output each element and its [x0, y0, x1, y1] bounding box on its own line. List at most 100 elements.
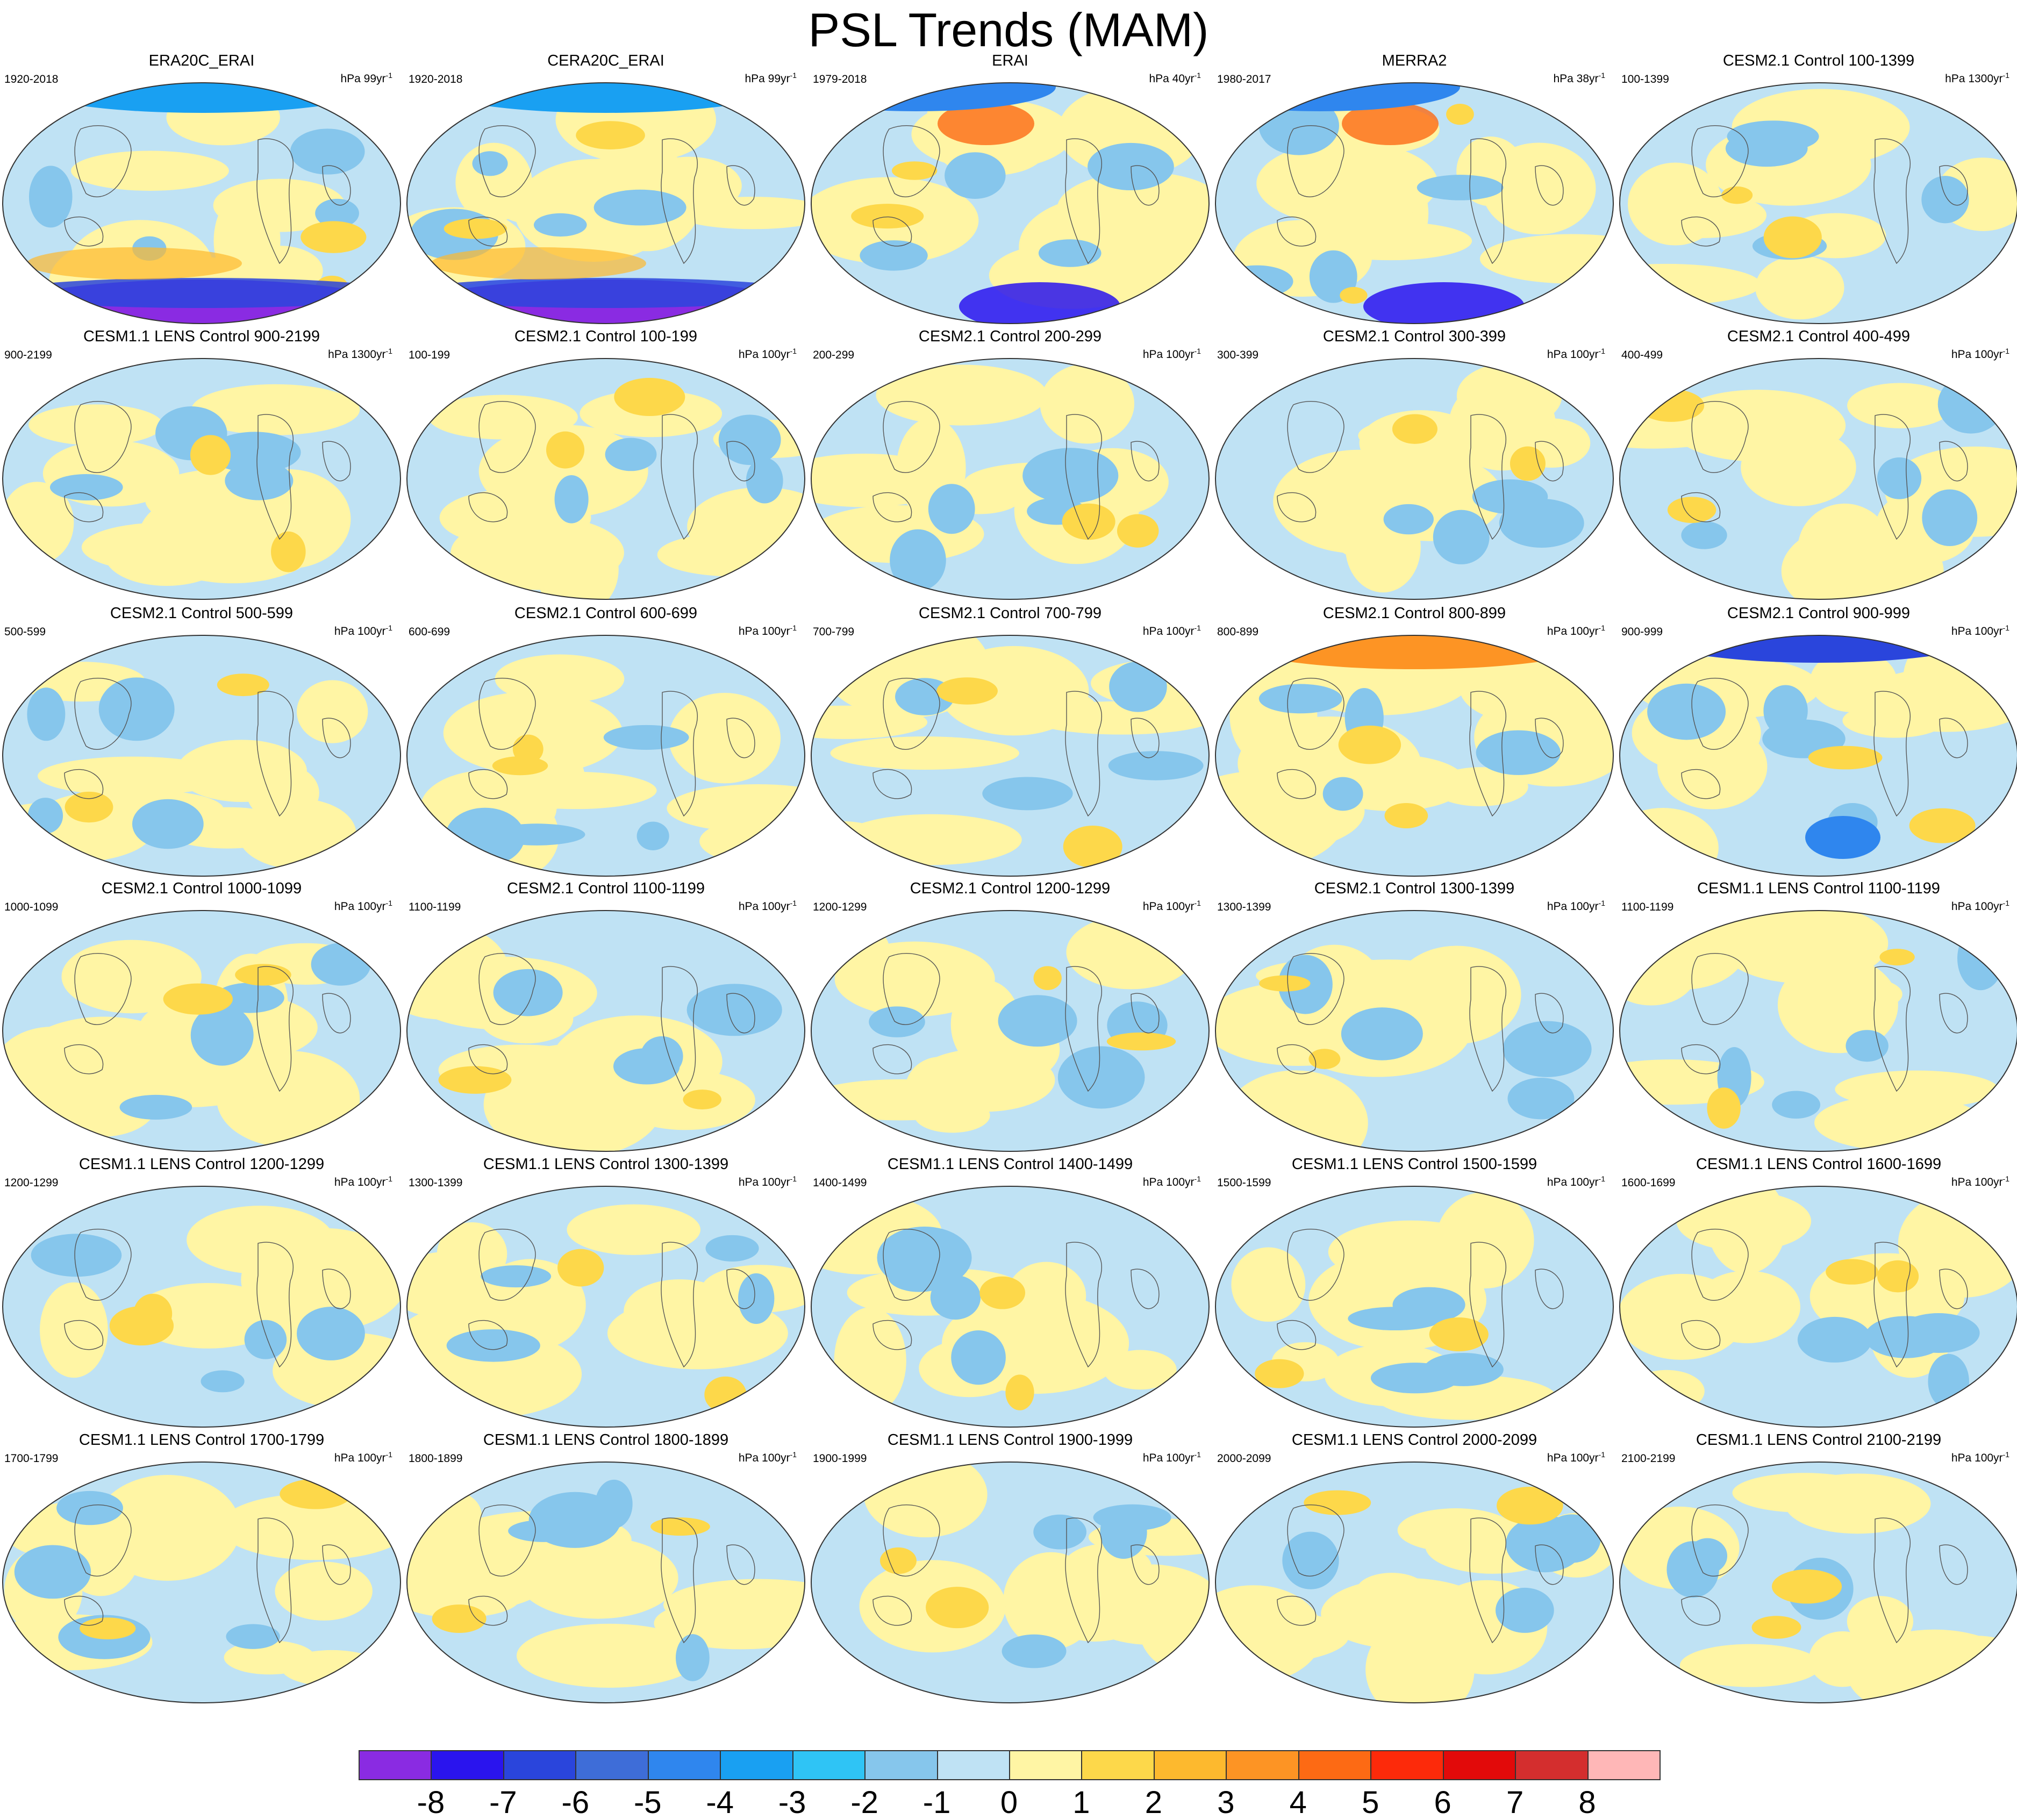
colorbar-swatch — [431, 1750, 504, 1780]
panel-years: 1700-1799 — [4, 1452, 59, 1465]
map-panel: CESM2.1 Control 300-399 300-399 hPa 100yr-… — [1213, 327, 1616, 601]
panel-years: 1100-1199 — [1621, 901, 1674, 913]
panel-units: hPa 100yr-1 — [334, 1450, 392, 1464]
colorbar-swatch — [1153, 1750, 1227, 1780]
map-panel: CESM1.1 LENS Control 1500-1599 1500-1599 h… — [1213, 1155, 1616, 1429]
map-panel: CESM2.1 Control 100-1399 100-1399 hPa 1300… — [1617, 52, 2017, 326]
panel-title: CESM1.1 LENS Control 2100-2199 — [1696, 1431, 1942, 1449]
map-panel: CESM2.1 Control 400-499 400-499 hPa 100yr-… — [1617, 327, 2017, 601]
panel-years: 1600-1699 — [1621, 1177, 1676, 1189]
map-panel: CESM1.1 LENS Control 1300-1399 1300-1399 h… — [404, 1155, 807, 1429]
panel-title: CESM2.1 Control 900-999 — [1727, 605, 1911, 622]
map-panel: CESM1.1 LENS Control 1900-1999 1900-1999 h… — [809, 1431, 1212, 1705]
colorbar-tick-label: 6 — [1434, 1785, 1451, 1820]
globe-map — [811, 1461, 1210, 1703]
panel-units: hPa 100yr-1 — [1142, 624, 1201, 637]
map-panel: CESM1.1 LENS Control 1800-1899 1800-1899 h… — [404, 1431, 807, 1705]
panel-title: CESM2.1 Control 700-799 — [918, 605, 1102, 622]
colorbar-swatch — [936, 1750, 1010, 1780]
panel-title: CESM1.1 LENS Control 900-2199 — [83, 328, 320, 345]
panel-title: CESM2.1 Control 100-199 — [514, 328, 698, 345]
colorbar-swatch — [720, 1750, 793, 1780]
panel-units: hPa 100yr-1 — [1951, 347, 2009, 361]
colorbar-swatch — [1081, 1750, 1155, 1780]
colorbar-tick-label: -2 — [850, 1785, 878, 1820]
panel-years: 300-399 — [1217, 349, 1259, 361]
panel-units: hPa 100yr-1 — [1142, 1174, 1201, 1188]
globe-map — [1619, 358, 2017, 600]
panel-years: 1979-2018 — [813, 73, 867, 85]
panel-title: CESM1.1 LENS Control 1200-1299 — [78, 1156, 325, 1173]
panel-years: 200-299 — [813, 349, 855, 361]
map-panel: CESM2.1 Control 1200-1299 1200-1299 hPa 10… — [809, 879, 1212, 1153]
colorbar-tick-label: 3 — [1217, 1785, 1235, 1820]
globe-map — [1619, 82, 2017, 324]
panel-units: hPa 100yr-1 — [1951, 624, 2009, 637]
colorbar-swatch — [1298, 1750, 1372, 1780]
panel-title: CESM1.1 LENS Control 1100-1199 — [1697, 880, 1940, 897]
panel-title: CESM2.1 Control 100-1399 — [1722, 52, 1915, 69]
colorbar-swatch — [792, 1750, 866, 1780]
figure-title: PSL Trends (MAM) — [808, 3, 1209, 56]
map-panel: CESM2.1 Control 1100-1199 1100-1199 hPa 10… — [404, 879, 807, 1153]
panel-years: 1920-2018 — [409, 73, 463, 85]
panel-units: hPa 100yr-1 — [334, 1174, 392, 1188]
colorbar — [359, 1750, 1661, 1781]
panel-title: CESM2.1 Control 600-699 — [514, 605, 698, 622]
panel-units: hPa 100yr-1 — [334, 624, 392, 637]
panel-units: hPa 100yr-1 — [1951, 899, 2009, 913]
panel-units: hPa 100yr-1 — [1142, 1450, 1201, 1464]
panel-title: CESM1.1 LENS Control 1900-1999 — [887, 1431, 1133, 1449]
globe-map — [811, 910, 1210, 1152]
colorbar-swatch — [359, 1750, 432, 1780]
panel-units: hPa 100yr-1 — [738, 624, 797, 637]
globe-map — [1215, 910, 1614, 1152]
globe-map — [1215, 82, 1614, 324]
globe-map — [406, 635, 805, 877]
panel-units: hPa 100yr-1 — [1547, 899, 1605, 913]
map-panel: ERAI 1979-2018 hPa 40yr-1 — [809, 52, 1212, 326]
colorbar-swatch — [575, 1750, 649, 1780]
panel-units: hPa 100yr-1 — [1547, 624, 1605, 637]
map-panel: CESM2.1 Control 200-299 200-299 hPa 100yr-… — [809, 327, 1212, 601]
colorbar-tick-label: 5 — [1362, 1785, 1379, 1820]
colorbar-tick-label: -8 — [417, 1785, 445, 1820]
panel-units: hPa 100yr-1 — [738, 899, 797, 913]
map-panel: CESM2.1 Control 500-599 500-599 hPa 100yr-… — [0, 604, 403, 878]
panel-years: 1500-1599 — [1217, 1177, 1271, 1189]
map-panel: CESM2.1 Control 1000-1099 1000-1099 hPa 10… — [0, 879, 403, 1153]
map-panel: CESM2.1 Control 900-999 900-999 hPa 100yr-… — [1617, 604, 2017, 878]
map-panel: CESM2.1 Control 700-799 700-799 hPa 100yr-… — [809, 604, 1212, 878]
panel-years: 100-199 — [409, 349, 450, 361]
panel-years: 600-699 — [409, 626, 450, 638]
panel-years: 400-499 — [1621, 349, 1663, 361]
globe-map — [1619, 910, 2017, 1152]
map-panel: CESM1.1 LENS Control 2000-2099 2000-2099 h… — [1213, 1431, 1616, 1705]
panel-title: CESM2.1 Control 800-899 — [1322, 605, 1506, 622]
map-grid: ERA20C_ERAI 1920-2018 hPa 99yr-1 CERA20C_ER… — [0, 52, 2017, 1705]
colorbar-tick-label: 4 — [1289, 1785, 1307, 1820]
map-panel: CERA20C_ERAI 1920-2018 hPa 99yr-1 — [404, 52, 807, 326]
colorbar-swatch — [1515, 1750, 1589, 1780]
colorbar-tick-label: 7 — [1506, 1785, 1524, 1820]
panel-units: hPa 100yr-1 — [1951, 1174, 2009, 1188]
panel-years: 1800-1899 — [409, 1452, 463, 1465]
map-panel: CESM1.1 LENS Control 1100-1199 1100-1199 h… — [1617, 879, 2017, 1153]
globe-map — [406, 910, 805, 1152]
colorbar-tick-label: -4 — [706, 1785, 734, 1820]
panel-units: hPa 100yr-1 — [738, 1450, 797, 1464]
panel-years: 1000-1099 — [4, 901, 59, 913]
colorbar-swatch — [1226, 1750, 1299, 1780]
colorbar-swatch — [503, 1750, 577, 1780]
panel-units: hPa 100yr-1 — [1142, 347, 1201, 361]
globe-map — [2, 1461, 401, 1703]
panel-title: ERAI — [992, 52, 1028, 69]
map-panel: CESM1.1 LENS Control 900-2199 900-2199 hPa… — [0, 327, 403, 601]
colorbar-tick-label: 8 — [1578, 1785, 1596, 1820]
globe-map — [811, 82, 1210, 324]
panel-years: 1300-1399 — [409, 1177, 463, 1189]
globe-map — [2, 910, 401, 1152]
panel-years: 1980-2017 — [1217, 73, 1271, 85]
globe-map — [406, 358, 805, 600]
panel-years: 1100-1199 — [409, 901, 461, 913]
